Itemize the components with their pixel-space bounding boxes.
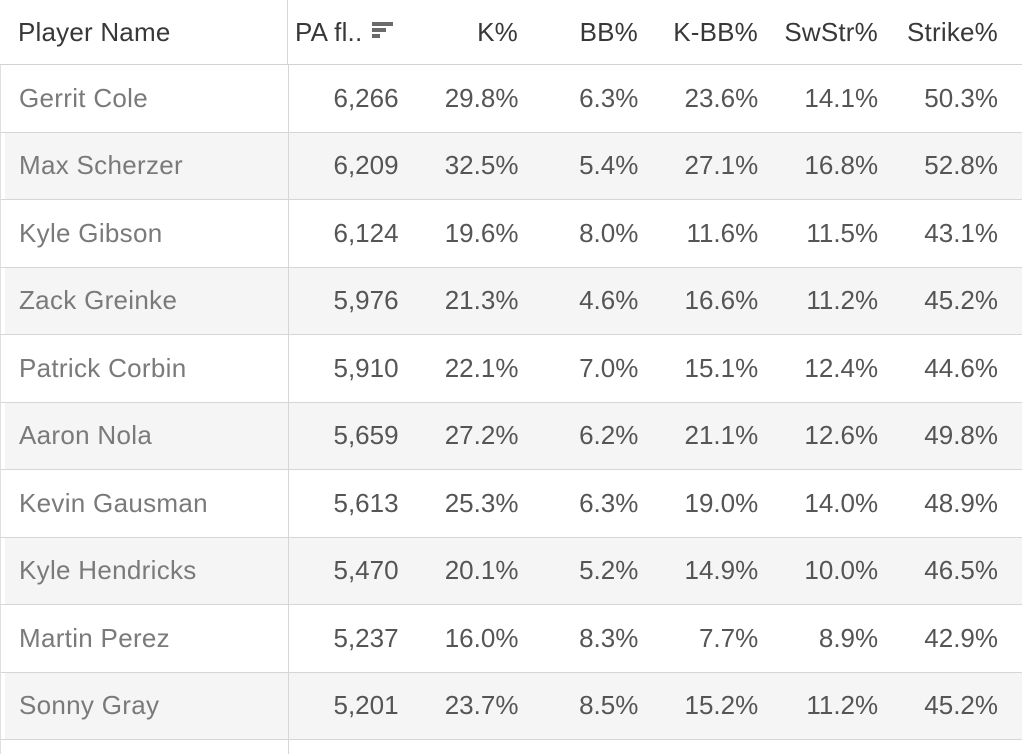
partial-next-row [0,740,1022,754]
column-header-strike-pct[interactable]: Strike% [907,16,998,47]
pa-value-cell[interactable]: 5,201 [287,672,423,739]
table-row: Max Scherzer 6,209 32.5% 5.4% 27.1% 16.8… [0,132,1022,200]
pa-value-cell[interactable]: 5,613 [287,470,423,537]
column-header-pa-label: PA fl.. [295,16,363,47]
column-header-k-bb-pct[interactable]: K-BB% [673,16,758,47]
swstr-pct-value-cell[interactable]: 8.9% [818,622,879,653]
bb-pct-value-cell[interactable]: 5.2% [542,537,663,604]
strike-pct-value-cell[interactable]: 50.3% [924,82,999,113]
strike-pct-value-cell[interactable]: 52.8% [902,132,1022,199]
pa-value-cell[interactable]: 6,209 [287,132,423,199]
table-row: Kyle Gibson 6,124 19.6% 8.0% 11.6% 11.5%… [0,200,1022,268]
player-name-cell[interactable]: Kyle Gibson [19,217,163,248]
table-row: Sonny Gray 5,201 23.7% 8.5% 15.2% 11.2% … [0,672,1022,740]
k-bb-pct-value-cell[interactable]: 21.1% [662,402,783,469]
strike-pct-value-cell[interactable]: 49.8% [902,402,1022,469]
k-bb-pct-value-cell[interactable]: 16.6% [662,267,783,334]
k-bb-pct-value-cell[interactable]: 23.6% [684,82,759,113]
k-pct-value-cell[interactable]: 21.3% [422,267,543,334]
player-name-cell[interactable]: Sonny Gray [1,672,288,739]
player-name-cell[interactable]: Kyle Hendricks [1,537,288,604]
table-row: Gerrit Cole 6,266 29.8% 6.3% 23.6% 14.1%… [0,65,1022,133]
k-pct-value-cell[interactable]: 27.2% [422,402,543,469]
player-name-cell[interactable]: Max Scherzer [1,132,288,199]
k-bb-pct-value-cell[interactable]: 15.2% [662,672,783,739]
strike-pct-value-cell[interactable]: 45.2% [902,672,1022,739]
player-name-cell[interactable]: Aaron Nola [1,402,288,469]
pa-value-cell[interactable]: 5,976 [287,267,423,334]
pa-value-cell[interactable]: 6,266 [287,65,423,132]
table-row: Patrick Corbin 5,910 22.1% 7.0% 15.1% 12… [0,335,1022,403]
k-pct-value-cell[interactable]: 25.3% [444,487,519,518]
player-name-cell[interactable]: Patrick Corbin [19,352,187,383]
swstr-pct-value-cell[interactable]: 10.0% [782,537,903,604]
strike-pct-value-cell[interactable]: 48.9% [924,487,999,518]
k-bb-pct-value-cell[interactable]: 14.9% [662,537,783,604]
strike-pct-value-cell[interactable]: 46.5% [902,537,1022,604]
bb-pct-value-cell[interactable]: 5.4% [542,132,663,199]
table-row: Kyle Hendricks 5,470 20.1% 5.2% 14.9% 10… [0,537,1022,605]
strike-pct-value-cell[interactable]: 43.1% [924,217,999,248]
column-header-player-name[interactable]: Player Name [18,16,171,47]
k-pct-value-cell[interactable]: 19.6% [444,217,519,248]
pa-value-cell[interactable]: 5,659 [287,402,423,469]
swstr-pct-value-cell[interactable]: 11.2% [782,267,903,334]
player-name-cell[interactable]: Martin Perez [19,622,170,653]
k-bb-pct-value-cell[interactable]: 19.0% [684,487,759,518]
pa-value-cell[interactable]: 5,470 [287,537,423,604]
swstr-pct-value-cell[interactable]: 11.2% [782,672,903,739]
pa-value-cell[interactable]: 6,124 [287,200,423,267]
bb-pct-value-cell[interactable]: 6.3% [579,487,639,518]
k-bb-pct-value-cell[interactable]: 11.6% [686,217,759,248]
k-bb-pct-value-cell[interactable]: 7.7% [698,622,759,653]
k-pct-value-cell[interactable]: 32.5% [422,132,543,199]
table-row: Aaron Nola 5,659 27.2% 6.2% 21.1% 12.6% … [0,402,1022,470]
bb-pct-value-cell[interactable]: 8.0% [579,217,639,248]
table-body: Gerrit Cole 6,266 29.8% 6.3% 23.6% 14.1%… [0,65,1022,740]
strike-pct-value-cell[interactable]: 44.6% [924,352,999,383]
swstr-pct-value-cell[interactable]: 14.0% [804,487,879,518]
swstr-pct-value-cell[interactable]: 12.4% [804,352,879,383]
column-header-bb-pct[interactable]: BB% [579,16,638,47]
bb-pct-value-cell[interactable]: 8.5% [542,672,663,739]
bb-pct-value-cell[interactable]: 6.3% [579,82,639,113]
table-row: Zack Greinke 5,976 21.3% 4.6% 16.6% 11.2… [0,267,1022,335]
table-header-row: Player Name PA fl.. K% BB% K-BB% SwStr% … [0,0,1022,65]
column-header-pa[interactable]: PA fl.. [287,0,422,64]
table-row: Martin Perez 5,237 16.0% 8.3% 7.7% 8.9% … [0,605,1022,673]
bb-pct-value-cell[interactable]: 6.2% [542,402,663,469]
bb-pct-value-cell[interactable]: 4.6% [542,267,663,334]
strike-pct-value-cell[interactable]: 42.9% [924,622,999,653]
k-pct-value-cell[interactable]: 29.8% [444,82,519,113]
player-name-cell[interactable]: Kevin Gausman [19,487,208,518]
swstr-pct-value-cell[interactable]: 16.8% [782,132,903,199]
swstr-pct-value-cell[interactable]: 11.5% [806,217,879,248]
column-header-swstr-pct[interactable]: SwStr% [784,16,878,47]
table-row: Kevin Gausman 5,613 25.3% 6.3% 19.0% 14.… [0,470,1022,538]
bb-pct-value-cell[interactable]: 8.3% [579,622,639,653]
player-name-cell[interactable]: Gerrit Cole [19,82,148,113]
swstr-pct-value-cell[interactable]: 14.1% [804,82,879,113]
pa-value-cell[interactable]: 5,237 [287,605,423,672]
bb-pct-value-cell[interactable]: 7.0% [579,352,639,383]
player-name-cell[interactable]: Zack Greinke [1,267,288,334]
pa-value-cell[interactable]: 5,910 [287,335,423,402]
k-bb-pct-value-cell[interactable]: 27.1% [662,132,783,199]
swstr-pct-value-cell[interactable]: 12.6% [782,402,903,469]
column-header-k-pct[interactable]: K% [477,16,518,47]
k-pct-value-cell[interactable]: 20.1% [422,537,543,604]
k-pct-value-cell[interactable]: 22.1% [444,352,519,383]
k-bb-pct-value-cell[interactable]: 15.1% [684,352,759,383]
strike-pct-value-cell[interactable]: 45.2% [902,267,1022,334]
k-pct-value-cell[interactable]: 16.0% [444,622,519,653]
sort-descending-icon[interactable] [372,22,394,38]
k-pct-value-cell[interactable]: 23.7% [422,672,543,739]
